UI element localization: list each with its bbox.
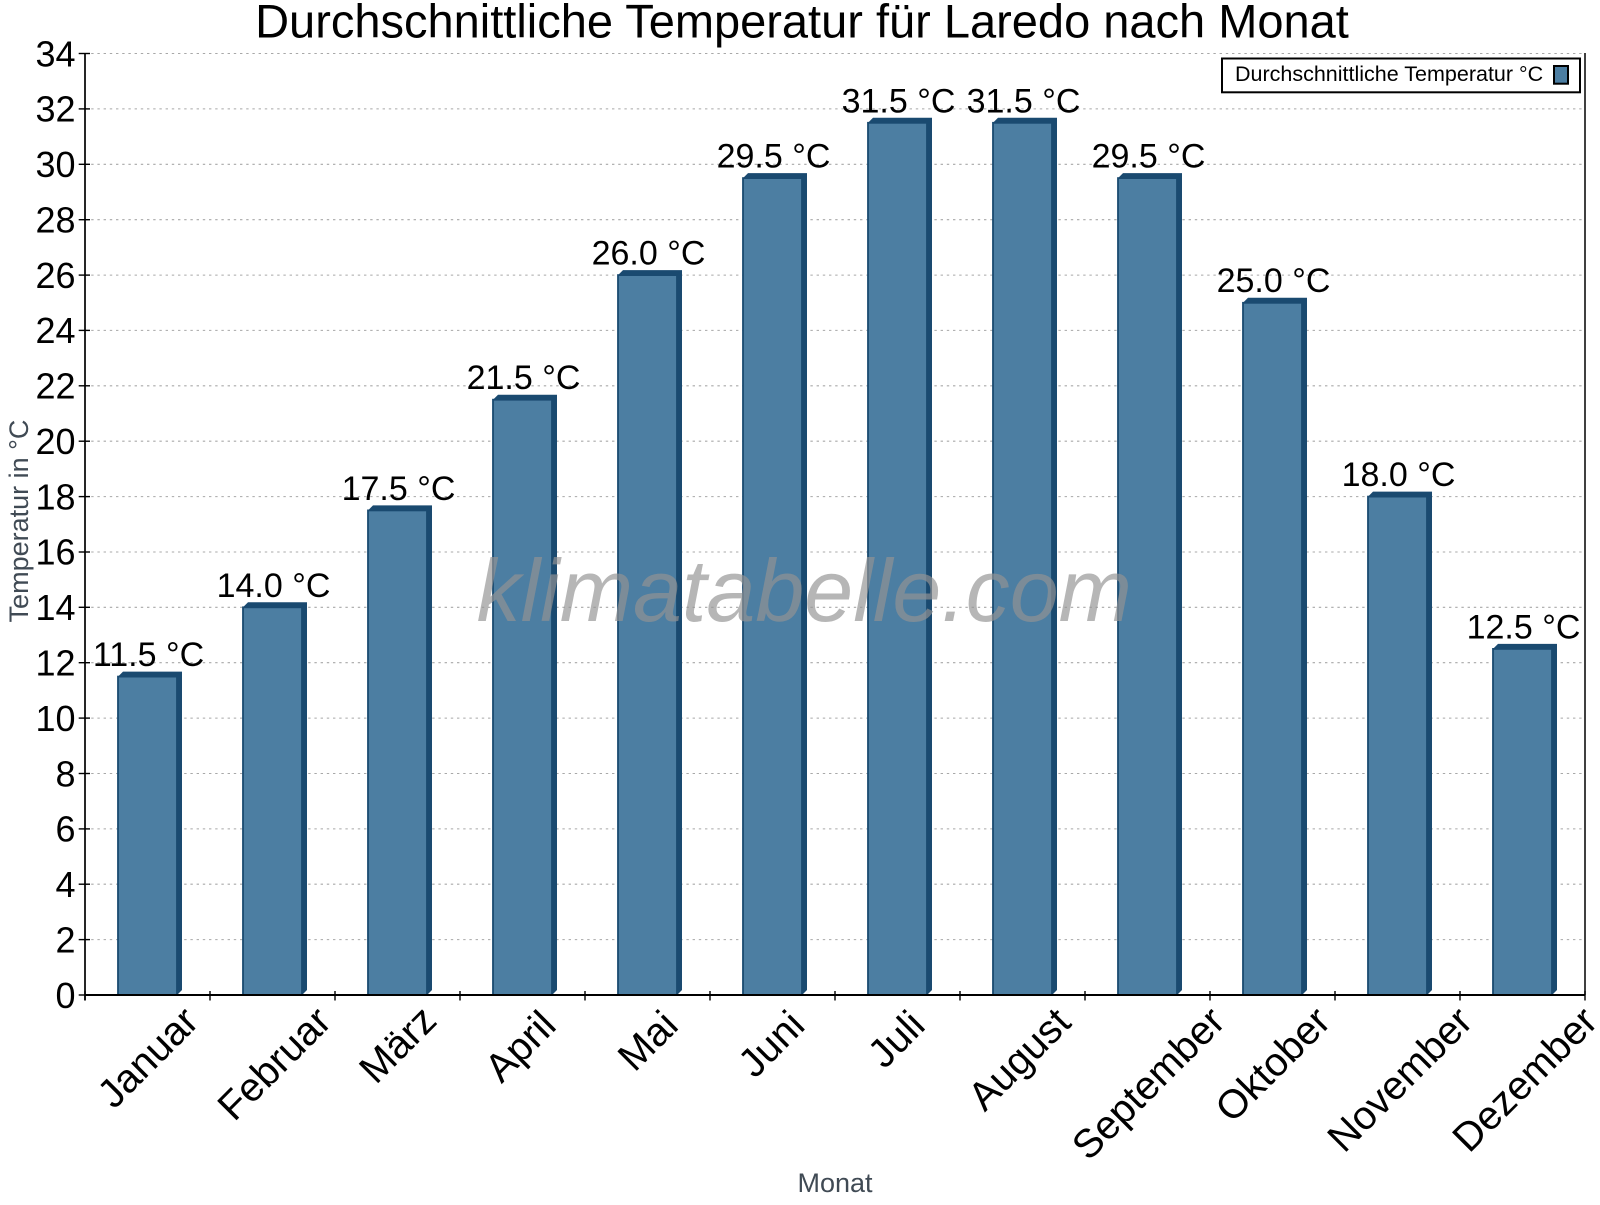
svg-text:28: 28: [35, 200, 75, 241]
svg-text:18: 18: [35, 476, 75, 517]
svg-text:26.0 °C: 26.0 °C: [592, 235, 706, 273]
svg-text:14.0 °C: 14.0 °C: [217, 567, 331, 605]
svg-text:20: 20: [35, 421, 75, 462]
svg-text:Monat: Monat: [797, 1168, 873, 1198]
svg-text:Durchschnittliche Temperatur °: Durchschnittliche Temperatur °C: [1235, 62, 1543, 86]
svg-text:24: 24: [35, 310, 75, 351]
svg-text:12.5 °C: 12.5 °C: [1467, 608, 1581, 646]
svg-text:21.5 °C: 21.5 °C: [467, 359, 581, 397]
svg-text:18.0 °C: 18.0 °C: [1342, 456, 1456, 494]
svg-text:klimatabelle.com: klimatabelle.com: [477, 541, 1132, 640]
svg-text:11.5 °C: 11.5 °C: [93, 636, 204, 674]
svg-text:14: 14: [35, 587, 75, 628]
svg-text:31.5 °C: 31.5 °C: [842, 82, 956, 120]
svg-text:Durchschnittliche Temperatur f: Durchschnittliche Temperatur für Laredo …: [255, 0, 1349, 48]
svg-text:17.5 °C: 17.5 °C: [342, 470, 456, 508]
svg-text:8: 8: [55, 753, 75, 794]
svg-text:32: 32: [35, 89, 75, 130]
svg-text:22: 22: [35, 366, 75, 407]
svg-text:10: 10: [35, 698, 75, 739]
svg-text:12: 12: [35, 643, 75, 684]
svg-text:34: 34: [35, 33, 75, 74]
svg-text:2: 2: [55, 919, 75, 960]
svg-text:25.0 °C: 25.0 °C: [1217, 262, 1331, 300]
svg-text:6: 6: [55, 809, 75, 850]
svg-text:16: 16: [35, 532, 75, 573]
svg-text:4: 4: [55, 864, 75, 905]
svg-text:0: 0: [55, 975, 75, 1016]
svg-text:29.5 °C: 29.5 °C: [717, 138, 831, 176]
svg-text:29.5 °C: 29.5 °C: [1092, 138, 1206, 176]
svg-text:31.5 °C: 31.5 °C: [967, 82, 1081, 120]
svg-text:26: 26: [35, 255, 75, 296]
svg-text:30: 30: [35, 144, 75, 185]
svg-text:Temperatur in °C: Temperatur in °C: [4, 420, 34, 623]
